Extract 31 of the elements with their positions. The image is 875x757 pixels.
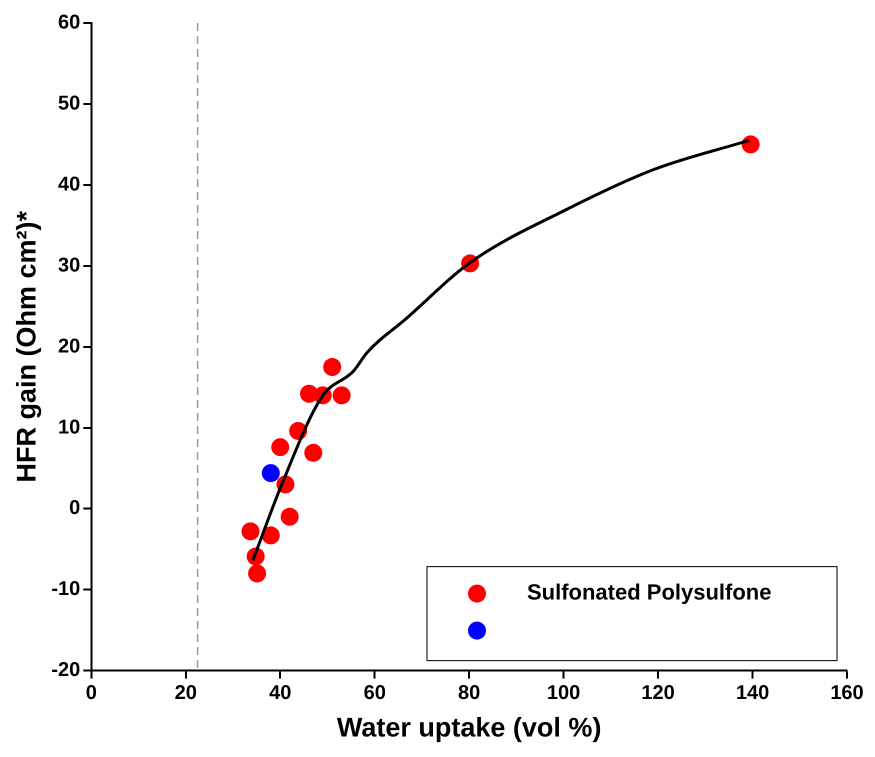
- point: [248, 564, 266, 582]
- x-axis-title: Water uptake (vol %): [336, 712, 602, 742]
- y-tick-label: 20: [58, 335, 80, 358]
- point: [332, 386, 351, 404]
- x-tick-label: 100: [546, 682, 580, 704]
- x-tick-label: 140: [736, 682, 770, 704]
- point: [271, 438, 290, 456]
- y-tick-label: 50: [58, 92, 80, 114]
- x-tick-label: 120: [641, 682, 675, 704]
- y-tick-label: 60: [58, 12, 80, 34]
- x-tick-label: 40: [269, 682, 292, 704]
- point: [280, 508, 299, 526]
- y-axis-title: HFR gain (Ohm cm²)*: [12, 210, 42, 483]
- x-tick-label: 160: [830, 682, 864, 704]
- y-tick-label: 40: [58, 173, 80, 196]
- point: [323, 358, 342, 376]
- y-tick-label: 0: [69, 497, 80, 520]
- x-tick-label: 80: [458, 682, 480, 704]
- x-tick-label: 20: [174, 682, 197, 704]
- y-tick-label: -20: [51, 659, 80, 682]
- y-tick-label: 10: [58, 416, 80, 438]
- y-tick-label: -10: [51, 578, 80, 600]
- x-tick-label: 0: [86, 682, 97, 704]
- x-tick-label: 60: [364, 682, 386, 704]
- point: [304, 444, 322, 462]
- y-tick-label: 30: [58, 254, 80, 276]
- point: [241, 522, 260, 540]
- point: [262, 464, 280, 482]
- legend-label: Sulfonated Polysulfone: [527, 580, 772, 605]
- point: [262, 526, 280, 544]
- point: [742, 135, 760, 154]
